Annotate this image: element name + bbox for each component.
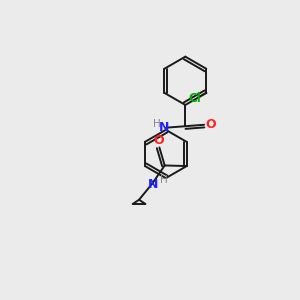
Text: H: H (152, 119, 160, 129)
Text: Cl: Cl (188, 92, 201, 105)
Text: N: N (148, 178, 159, 190)
Text: O: O (154, 134, 164, 148)
Text: H: H (160, 175, 167, 185)
Text: N: N (159, 121, 170, 134)
Text: O: O (205, 118, 216, 131)
